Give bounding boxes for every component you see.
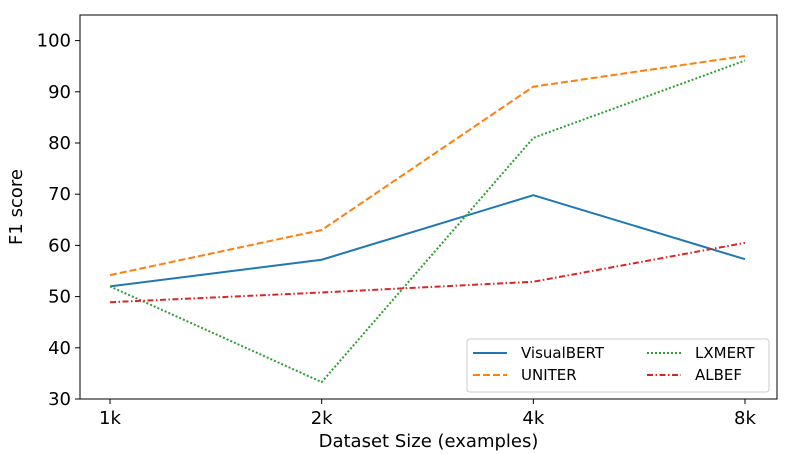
y-tick-label: 40 [48, 338, 71, 359]
legend: VisualBERT UNITER LXMERT ALBEF [466, 338, 770, 393]
y-axis-label: F1 score [6, 169, 27, 245]
series-line-uniter [109, 54, 746, 277]
legend-label: UNITER [521, 366, 577, 384]
y-tick-label: 90 [48, 82, 71, 103]
y-tick-label: 70 [48, 184, 71, 205]
legend-label: LXMERT [695, 344, 755, 362]
series-line-lxmert [109, 59, 746, 384]
y-tick-label: 50 [48, 287, 71, 308]
y-tick-label: 60 [48, 235, 71, 256]
x-tick-label: 8k [734, 408, 756, 429]
y-tick-label: 100 [37, 31, 71, 52]
series-line-albef [109, 241, 746, 304]
x-tick-label: 2k [311, 408, 333, 429]
x-axis-label: Dataset Size (examples) [319, 431, 539, 452]
y-tick-label: 30 [48, 389, 71, 410]
legend-box [466, 338, 770, 393]
legend-label: ALBEF [695, 366, 742, 384]
series-layer [109, 54, 746, 384]
x-tick-label: 4k [522, 408, 544, 429]
y-tick-label: 80 [48, 133, 71, 154]
legend-label: VisualBERT [521, 344, 605, 362]
x-tick-label: 1k [99, 408, 121, 429]
plot-frame [79, 14, 778, 400]
series-line-visualbert [109, 194, 746, 288]
